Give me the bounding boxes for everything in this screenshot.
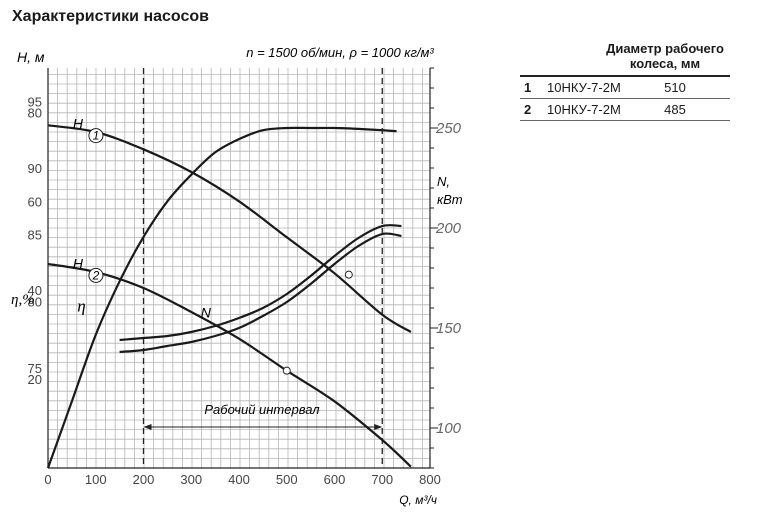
head-tick-label: 85 xyxy=(28,228,42,243)
series-h-2 xyxy=(47,262,412,468)
series-n-2 xyxy=(119,232,402,354)
x-tick-label: 600 xyxy=(324,472,346,487)
eff-tick-label: 80 xyxy=(28,105,42,120)
power-tick-label: 150 xyxy=(436,320,462,337)
row-model: 10НКУ-7-2М xyxy=(547,80,621,95)
head-tick-label: 80 xyxy=(28,294,42,309)
plot-axes xyxy=(47,68,430,469)
power-tick-label: 100 xyxy=(436,420,462,437)
y-head-label: H, м xyxy=(17,49,45,65)
curve-number: 1 xyxy=(93,129,100,143)
curve-label-h: H xyxy=(73,116,84,132)
page-title: Характеристики насосов xyxy=(12,8,209,25)
head-tick-label: 90 xyxy=(28,161,42,176)
interval-arrow-head-left xyxy=(143,424,152,430)
eff-tick-label: 20 xyxy=(28,372,42,387)
series-layer xyxy=(46,124,412,469)
head-tick-label: 95 xyxy=(28,94,42,109)
row-diameter: 510 xyxy=(664,80,686,95)
curve-number: 2 xyxy=(92,268,100,282)
diameter-table: 1 10НКУ-7-2М 510 2 10НКУ-7-2М 485 xyxy=(520,75,730,121)
table-row: 2 10НКУ-7-2М 485 xyxy=(520,99,730,121)
y-power-label-unit: кВт xyxy=(437,192,463,207)
row-number: 1 xyxy=(524,80,532,95)
curve-number-circle xyxy=(88,128,104,144)
operating-point-marker xyxy=(282,366,291,375)
x-tick-label: 700 xyxy=(371,472,393,487)
x-tick-label: 100 xyxy=(85,472,107,487)
conditions-label: n = 1500 об/мин, ρ = 1000 кг/м³ xyxy=(246,45,434,60)
y-power-label: N, xyxy=(437,174,450,189)
working-interval-label: Рабочий интервал xyxy=(204,402,320,417)
series-η xyxy=(46,126,397,469)
power-tick-label: 250 xyxy=(435,120,462,137)
y-eff-label: η,% xyxy=(11,292,35,308)
working-interval xyxy=(142,68,383,468)
eff-tick-label: 40 xyxy=(28,283,42,298)
curve-label-h: H xyxy=(73,255,84,271)
curve-label-n: N xyxy=(201,305,212,321)
head-tick-label: 75 xyxy=(28,361,42,376)
eff-tick-label: 60 xyxy=(28,194,42,209)
curve-number-circle xyxy=(88,267,104,283)
tick-labels: 0 100 200 300 400 500 600 700 800 75 80 85 90 95 20 40 6… xyxy=(28,94,441,487)
operating-point-marker xyxy=(344,270,353,279)
row-model: 10НКУ-7-2М xyxy=(547,102,621,117)
x-tick-label: 800 xyxy=(419,472,441,487)
x-tick-label: 400 xyxy=(228,472,250,487)
x-tick-label: 500 xyxy=(276,472,298,487)
x-tick-label: 0 xyxy=(44,472,51,487)
interval-arrow-head-right xyxy=(374,424,383,430)
x-tick-label: 200 xyxy=(133,472,155,487)
series-n-1 xyxy=(119,224,402,342)
curve-label-eta: η xyxy=(77,296,85,315)
x-tick-label: 300 xyxy=(180,472,202,487)
diameter-table-header: Диаметр рабочего колеса, мм xyxy=(606,41,724,71)
table-row: 1 10НКУ-7-2М 510 xyxy=(520,75,730,99)
power-axis: 100 150 200 250 N, кВт xyxy=(429,67,463,469)
power-tick-label: 200 xyxy=(435,220,462,237)
row-number: 2 xyxy=(524,102,532,117)
row-diameter: 485 xyxy=(664,102,686,117)
series-h-1 xyxy=(47,124,412,333)
x-axis-label: Q, м³/ч xyxy=(399,493,437,507)
